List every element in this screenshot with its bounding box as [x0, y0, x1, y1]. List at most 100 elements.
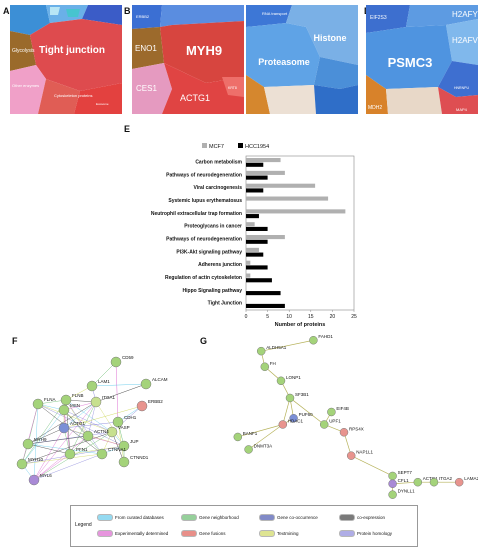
network-node	[140, 378, 152, 390]
category-label: Neutrophil extracellular trap formation	[151, 211, 242, 217]
bar-HCC1954	[246, 175, 268, 180]
network-node-label: CDH1	[124, 415, 137, 420]
network-node-label: EIF4B	[336, 406, 349, 411]
legend-label: Experimentally determined	[115, 531, 169, 536]
network-node-label: LAM1	[98, 379, 110, 384]
x-tick-label: 0	[245, 314, 248, 320]
network-node-label: ACTG1	[70, 421, 86, 426]
treemap-d-label-2: H2AFY	[452, 10, 478, 19]
category-label: Systemic lupus erythematosus	[168, 198, 242, 204]
treemap-c-label-1: Histone	[313, 33, 346, 43]
network-node	[112, 416, 124, 428]
network-node-label: MYH10	[28, 457, 44, 462]
network-edge	[33, 403, 39, 481]
network-node-label: FLNB	[72, 393, 84, 398]
legend-label-MCF7: MCF7	[209, 144, 224, 150]
treemap-d-label-6: HNRNPU	[454, 86, 469, 90]
legend-swatch	[259, 514, 275, 521]
voronoi-treemap-d: PSMC3 EIF2S3 H2AFY H2AFV MDH2 MAP4 HNRNP…	[366, 5, 478, 114]
network-node	[118, 456, 130, 468]
network-edge	[21, 431, 113, 465]
legend-label: Protein homology	[357, 531, 393, 536]
network-edge	[111, 431, 125, 463]
network-edge	[237, 424, 283, 438]
network-node	[339, 428, 349, 437]
network-node-label: PFN1	[76, 447, 88, 452]
network-node-label: DNMT3A	[254, 443, 273, 448]
network-node-label: HDAC1	[288, 418, 304, 423]
voronoi-treemap-b: MYH9 ERBB2 ENO1 CES1 ACTG1 KRT8	[132, 5, 244, 114]
legend-label: From curated databases	[115, 515, 164, 520]
network-edge	[289, 397, 325, 425]
treemap-c-main-label: Proteasome	[258, 57, 310, 67]
network-node	[90, 396, 102, 408]
x-tick-label: 20	[330, 314, 336, 320]
network-node-label: FAHD1	[318, 334, 333, 339]
voronoi-treemap-c: Histone Proteasome RNA transport	[246, 5, 358, 114]
network-node-label: LONP1	[286, 375, 301, 380]
bar-MCF7	[246, 183, 316, 188]
category-label: Viral carcinogenesis	[193, 185, 242, 191]
network-node	[244, 445, 253, 454]
category-label: Proteoglycans in cancer	[184, 224, 242, 230]
treemap-a-label-3: Cytoskeleton proteins	[54, 93, 92, 98]
network-node-label: MYL6	[40, 473, 52, 478]
network-node	[136, 400, 148, 412]
network-legend: Legend From curated databases Experiment…	[70, 505, 418, 547]
network-node-label: FH	[270, 361, 276, 366]
category-label: Carbon metabolism	[195, 159, 242, 165]
network-node-label: FLNA	[44, 397, 56, 402]
network-edge	[95, 401, 125, 447]
treemap-d-label-4: MDH2	[368, 105, 382, 111]
network-node	[413, 477, 423, 487]
network-edge	[87, 435, 125, 447]
network-edge	[21, 453, 103, 465]
voronoi-treemap-a: Tight junction Glycolysis Other enzymes …	[10, 5, 122, 114]
network-node-label: ALCAM	[152, 377, 168, 382]
network-node-label: SEPT7	[398, 470, 413, 475]
bar-MCF7	[246, 247, 259, 252]
network-node	[58, 422, 70, 434]
network-node	[58, 404, 70, 416]
network-node	[64, 448, 76, 460]
bar-chart: MCF7 HCC1954 Carbon metabolism Pathways of …	[118, 140, 363, 330]
legend-item-coexpression: co-expression	[339, 514, 385, 521]
treemap-b-label-1: ERBB2	[136, 14, 150, 19]
network-edge	[37, 403, 103, 455]
treemap-d-label-1: EIF2S3	[370, 15, 387, 21]
bar-MCF7	[246, 209, 346, 214]
network-node-label: JUP	[130, 439, 139, 444]
plot-frame	[245, 155, 355, 311]
bar-HCC1954	[246, 214, 259, 219]
bar-HCC1954	[246, 188, 264, 193]
treemap-d-label-3: H2AFV	[452, 36, 478, 45]
network-f-svg: CD59 LAM1 ALCAM FLNB ITGA1 FLNA MSN ERBB2 CDH1 AC…	[16, 355, 168, 486]
network-edge	[63, 401, 97, 411]
network-edge	[111, 405, 143, 433]
legend-swatch	[259, 530, 275, 537]
legend-swatch	[181, 514, 197, 521]
network-node	[233, 432, 243, 442]
network-node	[346, 451, 356, 460]
legend-item-curated: From curated databases	[97, 514, 164, 521]
x-tick-label: 10	[286, 314, 292, 320]
legend-item-cooccurrence: Gene co-occurrence	[259, 514, 318, 521]
network-edge	[261, 339, 314, 352]
network-edge	[63, 421, 119, 429]
network-edge	[65, 399, 89, 437]
legend-label: Gene neighborhood	[199, 515, 239, 520]
network-f: CD59 LAM1 ALCAM FLNB ITGA1 FLNA MSN ERBB2 CDH1 AC…	[0, 340, 190, 500]
network-node-label: MYH9	[34, 437, 47, 442]
legend-swatch	[97, 514, 113, 521]
x-tick-label: 5	[266, 314, 269, 320]
network-edge	[21, 399, 67, 465]
legend-label: Textmining	[277, 531, 299, 536]
network-node	[309, 335, 318, 345]
treemap-a-label-2: Other enzymes	[12, 83, 39, 88]
network-node	[285, 393, 295, 403]
network-edge	[63, 401, 97, 429]
legend-label: co-expression	[357, 515, 386, 520]
network-node	[60, 394, 72, 406]
category-label: Pathways of neurodegeneration	[166, 236, 242, 242]
category-label: Pathways of neurodegeneration	[166, 172, 242, 178]
